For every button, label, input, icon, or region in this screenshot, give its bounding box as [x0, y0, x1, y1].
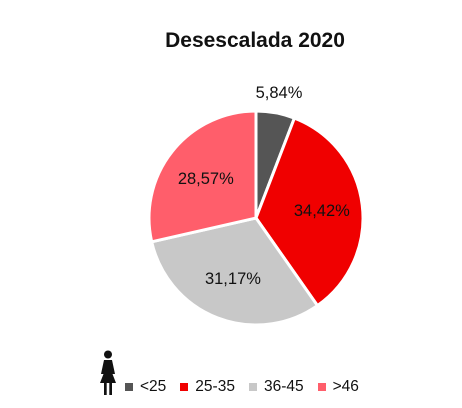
legend: <25 25-35 36-45 >46: [97, 350, 373, 396]
legend-label: >46: [332, 378, 359, 395]
legend-swatch: [248, 383, 257, 391]
chart-title: Desescalada 2020: [165, 29, 345, 52]
legend-swatch: [317, 383, 326, 391]
slice-value-label: 5,84%: [256, 84, 303, 102]
slice-over-46: [147, 109, 258, 244]
legend-label: 36-45: [263, 378, 304, 395]
slice-25-35: [254, 116, 365, 308]
slice-value-label: 28,57%: [178, 170, 234, 188]
legend-label: 25-35: [195, 378, 235, 395]
legend-item-over-46: >46: [317, 378, 359, 396]
woman-icon: [100, 350, 116, 395]
legend-label: <25: [140, 378, 167, 395]
slice-36-45: [150, 216, 319, 327]
slice-value-label: 34,42%: [294, 202, 350, 220]
legend-item-36-45: 36-45: [248, 378, 304, 396]
legend-item-25-35: 25-35: [180, 378, 235, 396]
slice-value-label: 31,17%: [205, 270, 261, 288]
legend-swatch: [125, 383, 133, 391]
legend-swatch: [180, 383, 189, 391]
legend-item-under-25: <25: [125, 378, 166, 396]
